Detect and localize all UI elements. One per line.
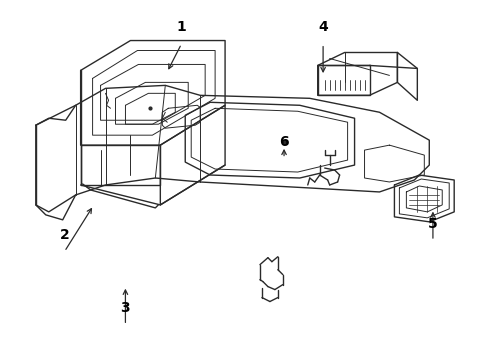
Text: 1: 1 (177, 20, 186, 34)
Text: 5: 5 (428, 217, 438, 231)
Text: 2: 2 (59, 228, 69, 242)
Text: 3: 3 (121, 301, 130, 315)
Text: 4: 4 (318, 20, 328, 34)
Text: 6: 6 (279, 135, 289, 149)
